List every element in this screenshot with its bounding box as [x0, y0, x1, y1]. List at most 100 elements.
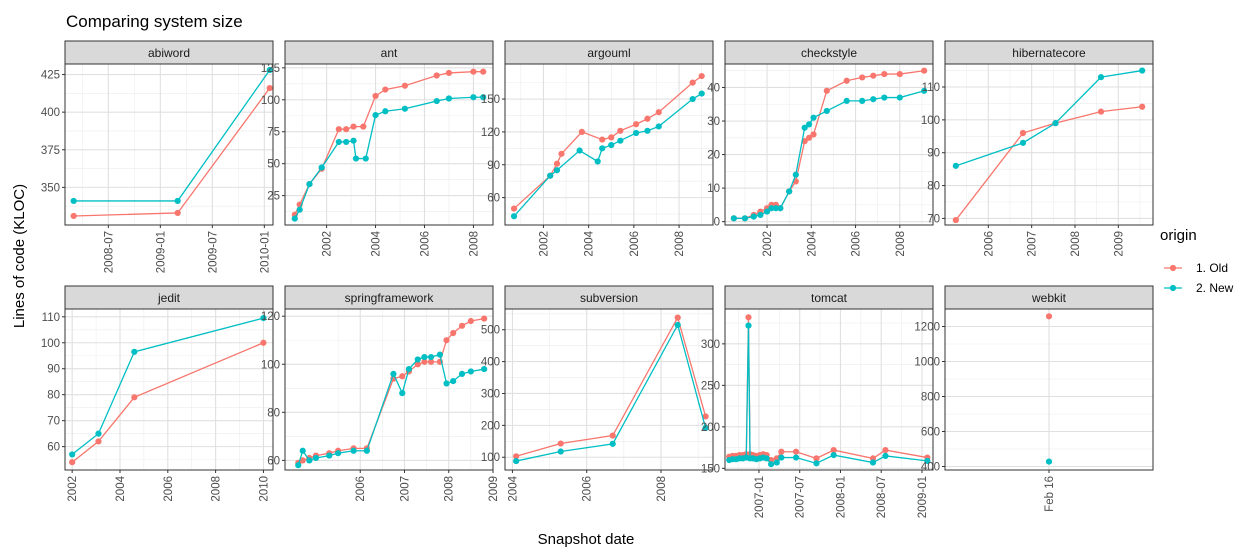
series-argouml-2-new	[510, 90, 705, 220]
y-axis-title: Lines of code (KLOC)	[11, 184, 28, 328]
data-point	[792, 448, 800, 455]
chart-title: Comparing system size	[66, 12, 243, 31]
data-point	[823, 107, 830, 115]
data-point	[260, 314, 267, 322]
data-point	[335, 450, 342, 457]
data-point	[427, 353, 435, 361]
facet-webkit: webkit 400 600 800 1000 1200 Feb 16	[914, 285, 1154, 512]
series-checkstyle-2-new	[730, 87, 928, 222]
y-tick-label: 90	[487, 160, 500, 172]
legend-label: 2. New	[1196, 281, 1234, 295]
x-tick-label: 2004	[371, 230, 383, 256]
data-point	[750, 213, 757, 220]
data-point	[95, 430, 102, 437]
data-point	[481, 315, 488, 322]
data-point	[467, 317, 474, 325]
facet-checkstyle: checkstyle 0 10 20 30 40 2002 2004 2006 2008	[707, 40, 934, 257]
y-tick-label: 200	[481, 420, 500, 432]
y-tick-label: 90	[927, 148, 940, 160]
y-tick-label: 200	[701, 422, 720, 434]
x-tick-label: 2008-07	[876, 476, 888, 518]
data-point	[390, 370, 397, 377]
x-tick-label: 2009	[1113, 231, 1125, 257]
gridlines	[945, 309, 1153, 470]
data-point	[553, 167, 561, 174]
data-point	[810, 114, 817, 121]
data-point	[405, 365, 413, 373]
y-tick-label: 300	[481, 388, 500, 400]
y-tick-label: 110	[922, 82, 940, 94]
data-point	[741, 215, 749, 222]
panel-border	[64, 308, 274, 471]
data-point	[1045, 458, 1053, 465]
x-tick-label: 2008	[211, 476, 223, 502]
y-tick-label: 375	[41, 145, 60, 157]
facet-strip-label: argouml	[587, 46, 630, 60]
facet-strip-label: webkit	[1031, 291, 1067, 305]
data-point	[131, 394, 138, 401]
data-point	[306, 457, 313, 464]
y-tick-label: 425	[41, 70, 60, 82]
data-point	[777, 205, 784, 212]
data-point	[1139, 103, 1146, 110]
data-point	[69, 459, 76, 466]
data-point	[859, 97, 866, 104]
y-tick-label: 80	[47, 390, 60, 402]
data-point	[510, 213, 518, 220]
data-point	[427, 358, 435, 365]
y-tick-label: 800	[921, 392, 940, 404]
y-tick-label: 70	[47, 416, 60, 428]
series-subversion-1-old	[513, 314, 709, 460]
panel-background	[505, 309, 713, 470]
y-tick-label: 60	[487, 193, 500, 205]
gridlines	[725, 309, 933, 470]
data-point	[399, 390, 406, 397]
legend: origin 1. Old 2. New	[1160, 227, 1234, 295]
x-tick-label: 2006	[629, 231, 641, 257]
x-tick-label: 2006	[851, 231, 863, 257]
data-point	[617, 127, 624, 134]
x-tick-label: 2006	[983, 231, 995, 257]
x-tick-label: 2002	[762, 231, 774, 257]
data-point	[131, 348, 138, 355]
y-tick-label: 75	[267, 127, 280, 139]
data-point	[870, 72, 877, 79]
series-abiword-1-old	[70, 84, 273, 220]
y-tick-label: 250	[701, 380, 720, 392]
data-point	[312, 454, 320, 462]
panel-border	[944, 63, 1154, 226]
y-tick-label: 10	[707, 183, 720, 195]
gridlines	[725, 64, 933, 225]
data-point	[433, 97, 440, 105]
series-jedit-1-old	[69, 339, 267, 466]
y-tick-label: 150	[701, 463, 720, 475]
data-point	[924, 457, 931, 464]
y-tick-label: 125	[261, 63, 280, 75]
data-point	[702, 413, 709, 420]
data-point	[553, 160, 561, 167]
panel-border	[504, 63, 714, 226]
data-point	[295, 462, 302, 469]
x-tick-label: 2006	[163, 476, 175, 502]
series-subversion-2-new	[513, 321, 709, 465]
data-point	[352, 155, 360, 162]
y-tick-label: 30	[707, 116, 720, 128]
y-tick-label: 100	[41, 338, 60, 350]
data-point	[792, 171, 799, 178]
data-point	[296, 206, 303, 213]
x-tick-label: 2010-01	[259, 231, 271, 273]
data-point	[674, 321, 681, 329]
data-point	[69, 451, 76, 458]
panel-border	[724, 63, 934, 226]
x-tick-label: 2008	[656, 476, 668, 502]
data-point	[335, 126, 342, 133]
series-webkit-1-old	[1045, 313, 1053, 320]
y-tick-label: 500	[481, 325, 500, 337]
y-tick-label: 70	[927, 213, 940, 225]
data-point	[450, 329, 457, 337]
legend-item: 2. New	[1164, 281, 1234, 295]
data-point	[655, 109, 662, 116]
data-point	[674, 314, 681, 321]
x-tick-label: 2004	[584, 230, 596, 256]
